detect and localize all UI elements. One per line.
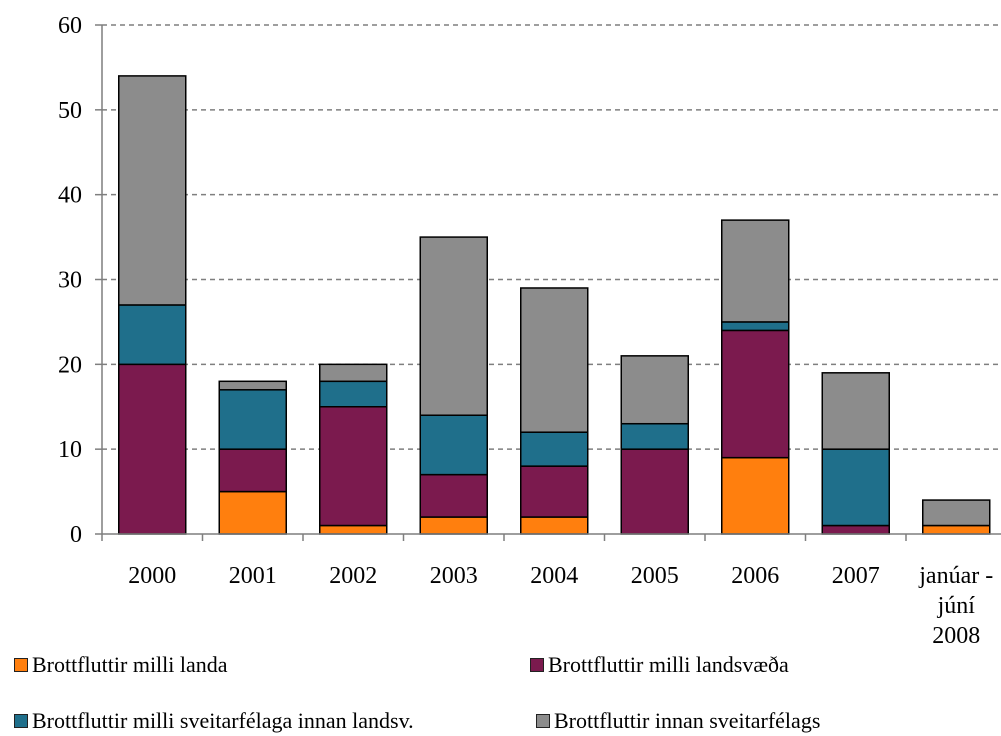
x-tick-label-line: 2008 (932, 623, 980, 649)
bar-segment (319, 524, 388, 535)
bar-segment (319, 406, 388, 527)
x-tick-label: 2006 (731, 563, 779, 589)
bar-segment (821, 524, 890, 535)
x-tick-label-line: 2002 (329, 563, 377, 589)
y-tick-label: 50 (58, 98, 82, 124)
axes (95, 24, 1001, 541)
y-tick-label: 60 (58, 13, 82, 39)
x-tick-label: 2003 (430, 563, 478, 589)
y-tick-label: 0 (70, 522, 82, 548)
bar-segment (620, 355, 689, 425)
bar-segment (218, 448, 287, 493)
bar-segment (821, 372, 890, 450)
bar-segment (218, 490, 287, 535)
bar-segment (520, 287, 589, 433)
bar-segment (721, 456, 790, 535)
y-tick-label: 20 (58, 352, 82, 378)
x-tick-label-line: 2003 (430, 563, 478, 589)
bar-segment (620, 448, 689, 535)
bar-segment (520, 465, 589, 518)
bar-segment (721, 321, 790, 332)
bar-segment (520, 431, 589, 467)
x-tick-label-line: janúar - (918, 563, 993, 589)
y-tick-labels: 0 10 20 30 40 50 60 (58, 13, 82, 548)
bar-segment (419, 414, 488, 476)
x-tick-label: 2000 (128, 563, 176, 589)
x-tick-label: 2007 (832, 563, 880, 589)
y-tick-label: 40 (58, 183, 82, 209)
bar-segment (620, 422, 689, 450)
bar-segment (419, 473, 488, 518)
x-tick-label-line: 2006 (731, 563, 779, 589)
bar-segment (319, 363, 388, 383)
bar-segment (721, 219, 790, 323)
bar-segment (218, 389, 287, 450)
bar-segment (118, 363, 187, 535)
bar-segment (721, 329, 790, 459)
x-tick-label: 2005 (631, 563, 679, 589)
bars (118, 75, 991, 535)
bar-segment (319, 380, 388, 408)
x-tick-label-line: 2000 (128, 563, 176, 589)
x-tick-label-line: 2001 (229, 563, 277, 589)
x-tick-label-line: 2007 (832, 563, 880, 589)
x-tick-label: 2004 (530, 563, 578, 589)
bar-segment (118, 304, 187, 366)
x-tick-label: 2002 (329, 563, 377, 589)
bar-segment (520, 516, 589, 535)
x-tick-labels: 2000 2001 2002 2003 2004 2005 2006 2007 janúar -… (128, 563, 993, 649)
bar-segment (118, 75, 187, 306)
x-tick-label-line: 2004 (530, 563, 578, 589)
y-tick-label: 10 (58, 437, 82, 463)
bar-segment (922, 524, 991, 535)
x-tick-label-line: júní (937, 593, 976, 619)
y-tick-label: 30 (58, 268, 82, 294)
bar-segment (419, 236, 488, 416)
bar-segment (821, 448, 890, 527)
bar-segment (419, 516, 488, 535)
x-tick-label: janúar - júní 2008 (918, 563, 993, 649)
x-tick-label: 2001 (229, 563, 277, 589)
x-tick-label-line: 2005 (631, 563, 679, 589)
bar-segment (218, 380, 287, 391)
bar-segment (922, 499, 991, 527)
